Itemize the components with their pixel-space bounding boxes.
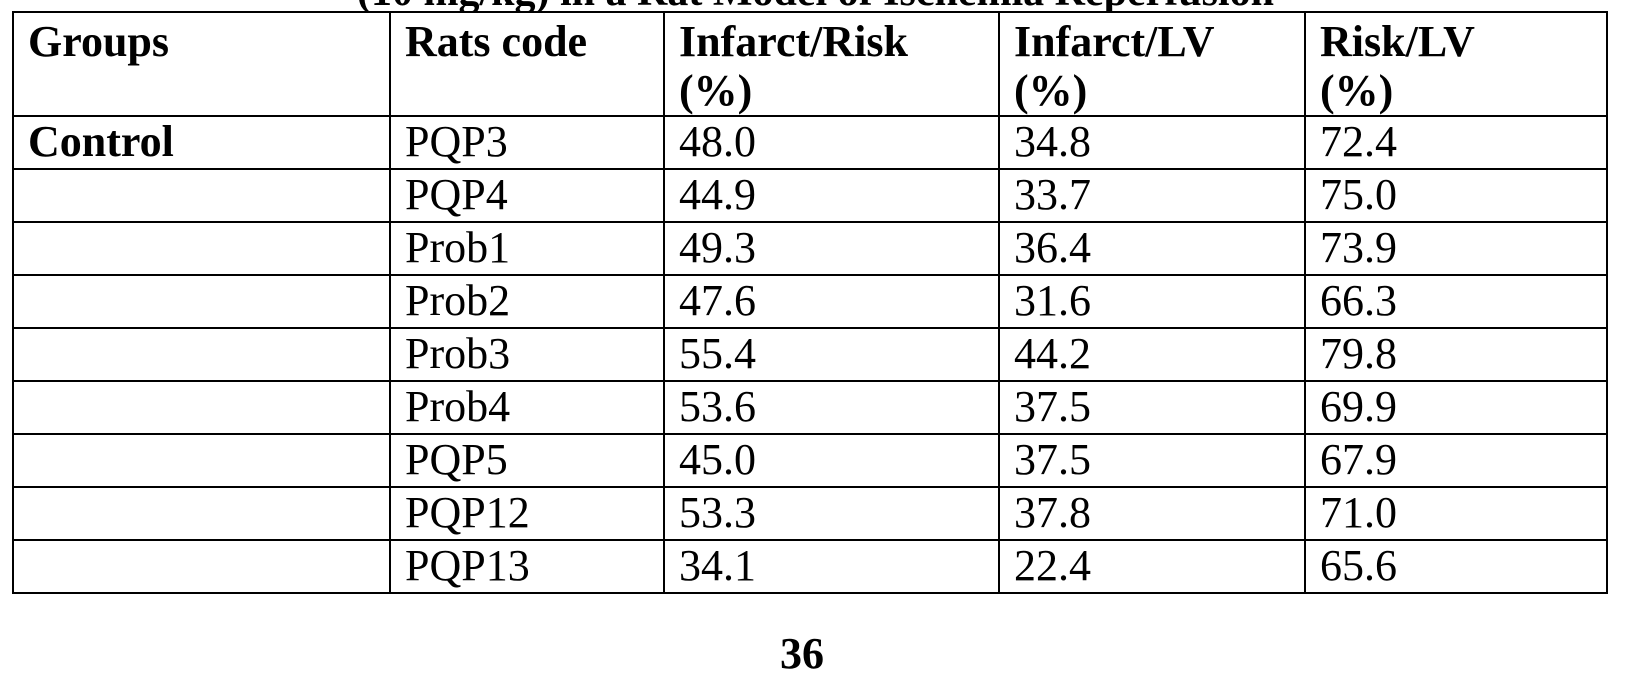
cell-rats-code: Prob4 [390,381,664,434]
cell-rats-code: Prob2 [390,275,664,328]
cell-rats-code: Prob3 [390,328,664,381]
cell-risk-lv: 79.8 [1305,328,1607,381]
table-row: ControlPQP348.034.872.4 [13,116,1607,169]
cell-infarct-risk: 53.6 [664,381,999,434]
cell-risk-lv: 67.9 [1305,434,1607,487]
cell-risk-lv: 75.0 [1305,169,1607,222]
cell-infarct-lv: 37.5 [999,434,1305,487]
infarct-data-table: Groups Rats code Infarct/Risk(%) Infarct… [12,11,1608,594]
cell-group [13,381,390,434]
cell-risk-lv: 69.9 [1305,381,1607,434]
table-row: PQP1253.337.871.0 [13,487,1607,540]
cell-group [13,328,390,381]
table-row: Prob453.637.569.9 [13,381,1607,434]
cell-rats-code: PQP12 [390,487,664,540]
cell-infarct-lv: 44.2 [999,328,1305,381]
table-row: PQP1334.122.465.6 [13,540,1607,593]
cell-infarct-risk: 34.1 [664,540,999,593]
header-risk-lv: Risk/LV(%) [1305,12,1607,116]
cell-infarct-risk: 47.6 [664,275,999,328]
cell-risk-lv: 66.3 [1305,275,1607,328]
header-rats-code: Rats code [390,12,664,116]
table-row: PQP545.037.567.9 [13,434,1607,487]
table-header-row: Groups Rats code Infarct/Risk(%) Infarct… [13,12,1607,116]
cell-rats-code: PQP13 [390,540,664,593]
cell-infarct-lv: 34.8 [999,116,1305,169]
table-row: PQP444.933.775.0 [13,169,1607,222]
cell-infarct-lv: 33.7 [999,169,1305,222]
cell-group: Control [13,116,390,169]
header-groups: Groups [13,12,390,116]
cell-risk-lv: 65.6 [1305,540,1607,593]
table-row: Prob247.631.666.3 [13,275,1607,328]
cell-infarct-lv: 31.6 [999,275,1305,328]
cell-group [13,275,390,328]
cell-rats-code: Prob1 [390,222,664,275]
cell-risk-lv: 72.4 [1305,116,1607,169]
cell-infarct-lv: 37.8 [999,487,1305,540]
cell-group [13,434,390,487]
table-row: Prob355.444.279.8 [13,328,1607,381]
cell-infarct-risk: 49.3 [664,222,999,275]
cell-rats-code: PQP5 [390,434,664,487]
cell-infarct-risk: 45.0 [664,434,999,487]
cell-group [13,169,390,222]
cell-infarct-risk: 53.3 [664,487,999,540]
cell-group [13,487,390,540]
cell-infarct-lv: 22.4 [999,540,1305,593]
page-number: 36 [780,634,824,674]
header-infarct-lv: Infarct/LV(%) [999,12,1305,116]
header-infarct-risk: Infarct/Risk(%) [664,12,999,116]
cell-infarct-risk: 55.4 [664,328,999,381]
cell-infarct-lv: 37.5 [999,381,1305,434]
table-row: Prob149.336.473.9 [13,222,1607,275]
cell-group [13,540,390,593]
cell-infarct-risk: 48.0 [664,116,999,169]
cell-infarct-lv: 36.4 [999,222,1305,275]
cell-group [13,222,390,275]
cell-risk-lv: 71.0 [1305,487,1607,540]
cell-rats-code: PQP4 [390,169,664,222]
cell-rats-code: PQP3 [390,116,664,169]
cell-risk-lv: 73.9 [1305,222,1607,275]
cell-infarct-risk: 44.9 [664,169,999,222]
